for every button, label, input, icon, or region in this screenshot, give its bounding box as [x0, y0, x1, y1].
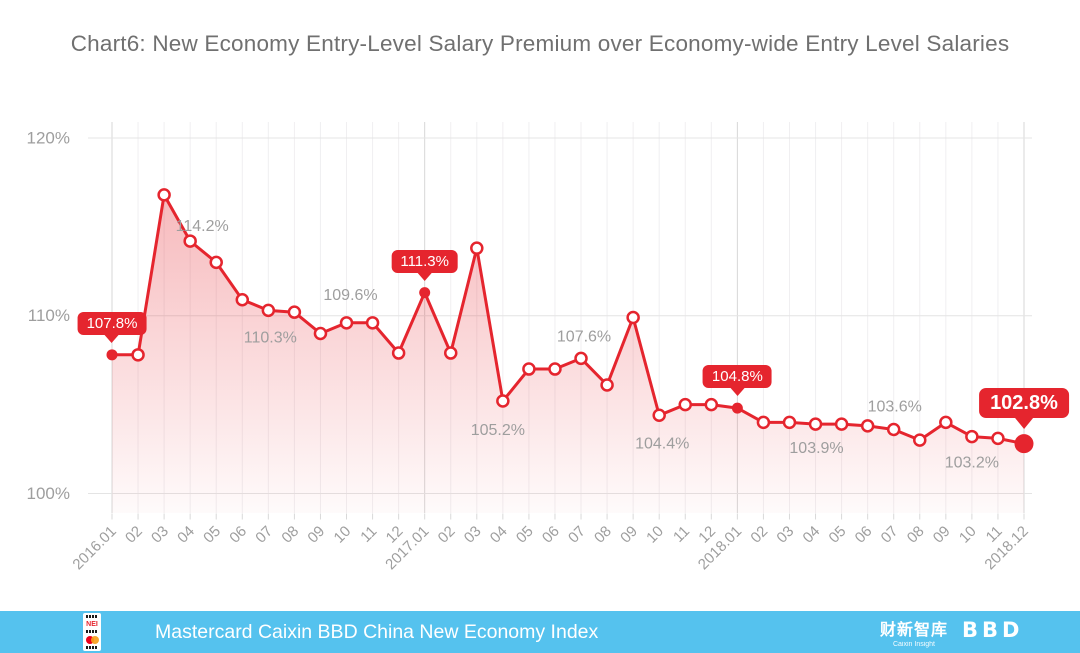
x-axis-label-08: 08: [591, 523, 615, 547]
data-point-05[interactable]: [209, 255, 223, 270]
data-point-05[interactable]: [834, 417, 849, 431]
x-axis-label-07: 07: [878, 523, 902, 547]
y-axis-label-110%: 110%: [28, 306, 70, 325]
point-label-04: 103.9%: [789, 440, 843, 457]
x-axis-label-05: 05: [200, 523, 224, 547]
data-point-10[interactable]: [965, 429, 979, 444]
x-axis-label-09: 09: [617, 523, 641, 547]
data-point-04[interactable]: [808, 417, 823, 431]
point-label-07: 107.6%: [557, 328, 611, 345]
nei-logo-bars-top-icon: [86, 615, 98, 618]
point-label-10: 103.2%: [945, 455, 999, 472]
data-point-06[interactable]: [548, 362, 562, 376]
x-axis-label-09: 09: [304, 523, 328, 547]
nei-logo: NEI: [83, 613, 101, 651]
data-point-2017.01[interactable]: [419, 287, 431, 299]
data-point-09[interactable]: [939, 415, 953, 430]
callout-2018.12: 102.8%: [979, 387, 1069, 418]
chart-title: Chart6: New Economy Entry-Level Salary P…: [70, 31, 1010, 56]
point-label-07: 103.6%: [868, 398, 922, 415]
nei-logo-bars-bottom-icon: [86, 646, 98, 649]
y-axis-label-120%: 120%: [27, 128, 70, 147]
x-axis-label-10: 10: [956, 523, 980, 547]
nei-logo-text: NEI: [86, 620, 98, 628]
data-point-08[interactable]: [287, 305, 302, 319]
x-axis-label-04: 04: [487, 523, 511, 547]
point-label-04: 105.2%: [471, 422, 525, 439]
x-axis-label-07: 07: [565, 523, 589, 547]
data-point-03[interactable]: [470, 241, 484, 255]
data-point-12[interactable]: [391, 346, 406, 360]
x-axis-label-02: 02: [122, 523, 146, 547]
callout-2016.01: 107.8%: [77, 311, 147, 335]
x-axis-label-2016.01: 2016.01: [69, 523, 119, 573]
data-point-09[interactable]: [626, 310, 640, 325]
data-point-2016.01[interactable]: [106, 349, 118, 361]
footer-brand-text: Mastercard Caixin BBD China New Economy …: [155, 621, 599, 643]
x-axis-label-06: 06: [852, 523, 876, 547]
caixin-logo-subtext: Caixin Insight: [892, 641, 936, 648]
bbd-logo: BBD: [962, 618, 1024, 642]
data-point-02[interactable]: [131, 348, 145, 362]
data-point-05[interactable]: [522, 362, 536, 376]
caixin-insight-logo: 财新智库 Caixin Insight: [880, 616, 948, 648]
data-point-11[interactable]: [991, 431, 1005, 446]
nei-logo-bars-mid-icon: [86, 630, 98, 633]
data-point-12[interactable]: [704, 397, 719, 412]
data-point-2018.12[interactable]: [1014, 434, 1034, 454]
point-label-10: 104.4%: [635, 435, 689, 452]
x-axis-label-10: 10: [331, 523, 355, 547]
x-axis-label-02: 02: [747, 523, 771, 547]
x-axis-label-08: 08: [904, 523, 928, 547]
data-point-10[interactable]: [652, 408, 666, 422]
x-axis-label-02: 02: [435, 523, 459, 547]
x-axis-label-03: 03: [461, 523, 485, 547]
x-axis-label-06: 06: [539, 523, 563, 547]
data-point-10[interactable]: [339, 316, 354, 330]
caixin-logo-text: 财新智库: [880, 622, 949, 639]
mastercard-circles-icon: [85, 635, 99, 644]
area-fill: [112, 194, 1024, 513]
data-point-11[interactable]: [365, 316, 380, 330]
x-axis-label-04: 04: [800, 523, 824, 547]
data-point-08[interactable]: [600, 378, 614, 392]
data-point-09[interactable]: [313, 326, 328, 341]
point-label-10: 109.6%: [323, 287, 377, 304]
x-axis-label-06: 06: [226, 523, 250, 547]
footer-bar: NEI Mastercard Caixin BBD China New Econ…: [0, 611, 1080, 653]
data-point-11[interactable]: [678, 397, 693, 412]
y-axis-label-100%: 100%: [27, 484, 70, 503]
callout-2017.01: 111.3%: [391, 249, 458, 273]
data-point-07[interactable]: [886, 422, 901, 437]
data-point-04[interactable]: [496, 394, 510, 408]
data-point-2018.01[interactable]: [731, 402, 743, 414]
data-point-07[interactable]: [261, 303, 276, 318]
x-axis-label-07: 07: [252, 523, 276, 547]
data-point-06[interactable]: [860, 419, 875, 433]
x-axis-label-03: 03: [148, 523, 172, 547]
x-axis-label-11: 11: [670, 523, 693, 546]
point-label-04: 114.2%: [176, 218, 229, 235]
x-axis-label-09: 09: [930, 523, 954, 547]
data-point-06[interactable]: [235, 292, 250, 307]
data-point-02[interactable]: [443, 346, 458, 360]
data-point-04[interactable]: [183, 234, 197, 248]
data-point-03[interactable]: [782, 415, 797, 430]
x-axis-label-10: 10: [643, 523, 667, 547]
data-point-07[interactable]: [574, 351, 588, 366]
point-label-07: 110.3%: [244, 329, 297, 346]
x-axis-label-08: 08: [278, 523, 302, 547]
x-axis-label-05: 05: [513, 523, 537, 547]
data-point-03[interactable]: [157, 188, 171, 202]
x-axis-label-04: 04: [174, 523, 198, 547]
x-axis-label-03: 03: [773, 523, 797, 547]
x-axis-label-05: 05: [826, 523, 850, 547]
data-point-02[interactable]: [756, 415, 771, 430]
data-point-08[interactable]: [913, 433, 927, 447]
callout-2018.01: 104.8%: [702, 365, 772, 389]
x-axis-label-11: 11: [357, 523, 380, 546]
